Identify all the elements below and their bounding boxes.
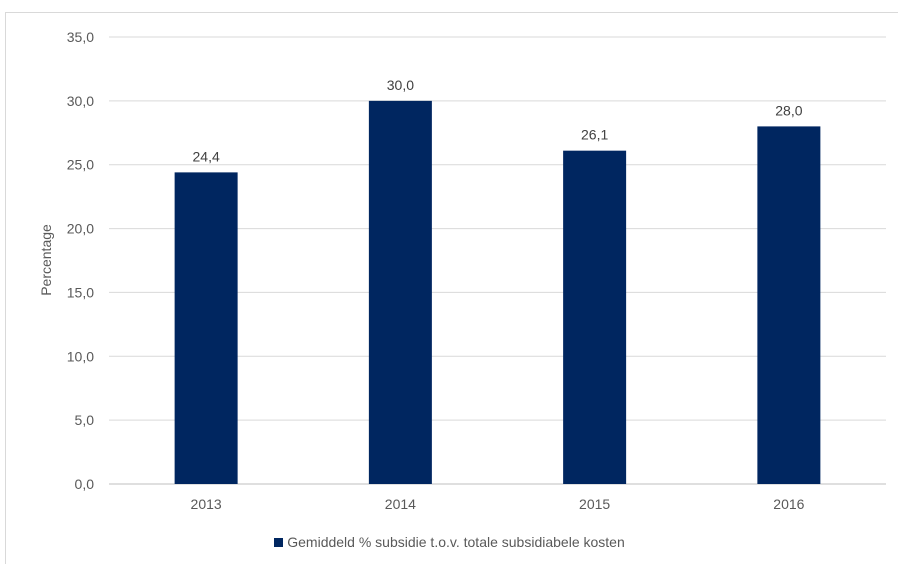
x-tick-label: 2013: [191, 496, 222, 512]
legend-swatch: [274, 538, 284, 547]
y-tick-label: 25,0: [67, 157, 94, 173]
y-axis-title: Percentage: [38, 224, 54, 296]
data-label-2015: 26,1: [581, 127, 608, 143]
y-tick-label: 5,0: [75, 412, 95, 428]
y-tick-label: 0,0: [75, 476, 95, 492]
y-tick-label: 20,0: [67, 221, 94, 237]
legend-label: Gemiddeld % subsidie t.o.v. totale subsi…: [287, 534, 625, 550]
chart-border: [5, 12, 898, 564]
data-label-2014: 30,0: [387, 77, 414, 93]
data-label-2013: 24,4: [193, 148, 220, 164]
legend[interactable]: Gemiddeld % subsidie t.o.v. totale subsi…: [0, 533, 899, 551]
y-axis-ticks: 0,0 5,0 10,0 15,0 20,0 25,0 30,0 35,0: [67, 29, 94, 492]
y-tick-label: 15,0: [67, 284, 94, 300]
bar-2016[interactable]: [757, 126, 821, 485]
x-tick-label: 2014: [385, 496, 416, 512]
data-labels: 24,4 30,0 26,1 28,0: [193, 77, 803, 165]
y-tick-label: 10,0: [67, 348, 94, 364]
bar-2014[interactable]: [368, 100, 432, 484]
bar-2013[interactable]: [174, 172, 238, 484]
x-tick-label: 2015: [579, 496, 610, 512]
x-axis-ticks: 2013 2014 2015 2016: [191, 496, 805, 512]
data-label-2016: 28,0: [775, 102, 802, 118]
gridlines: [109, 36, 886, 485]
y-tick-label: 35,0: [67, 29, 94, 45]
bar-2015[interactable]: [563, 150, 627, 484]
y-tick-label: 30,0: [67, 93, 94, 109]
bars: [174, 100, 821, 485]
x-tick-label: 2016: [773, 496, 804, 512]
